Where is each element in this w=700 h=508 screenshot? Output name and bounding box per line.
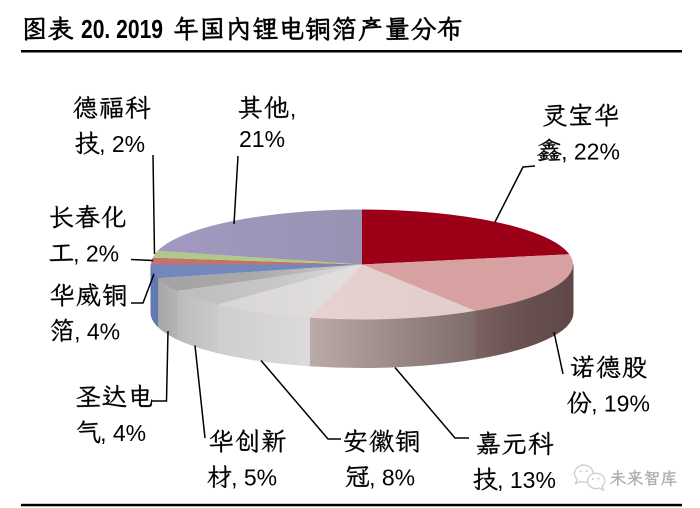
svg-text:, 19%: , 19% [591, 391, 650, 417]
svg-text:21%: 21% [239, 126, 285, 152]
svg-text:, 2%: , 2% [73, 241, 119, 267]
svg-text:, 5%: , 5% [231, 465, 277, 491]
svg-text:20. 2019: 20. 2019 [81, 16, 163, 44]
svg-text:, 4%: , 4% [74, 319, 120, 345]
svg-text:, 22%: , 22% [561, 139, 620, 165]
svg-text:, 4%: , 4% [100, 420, 146, 446]
svg-text:,: , [290, 96, 296, 122]
svg-text:, 13%: , 13% [497, 467, 556, 493]
svg-text:, 8%: , 8% [369, 465, 415, 491]
svg-text:, 2%: , 2% [99, 131, 145, 157]
